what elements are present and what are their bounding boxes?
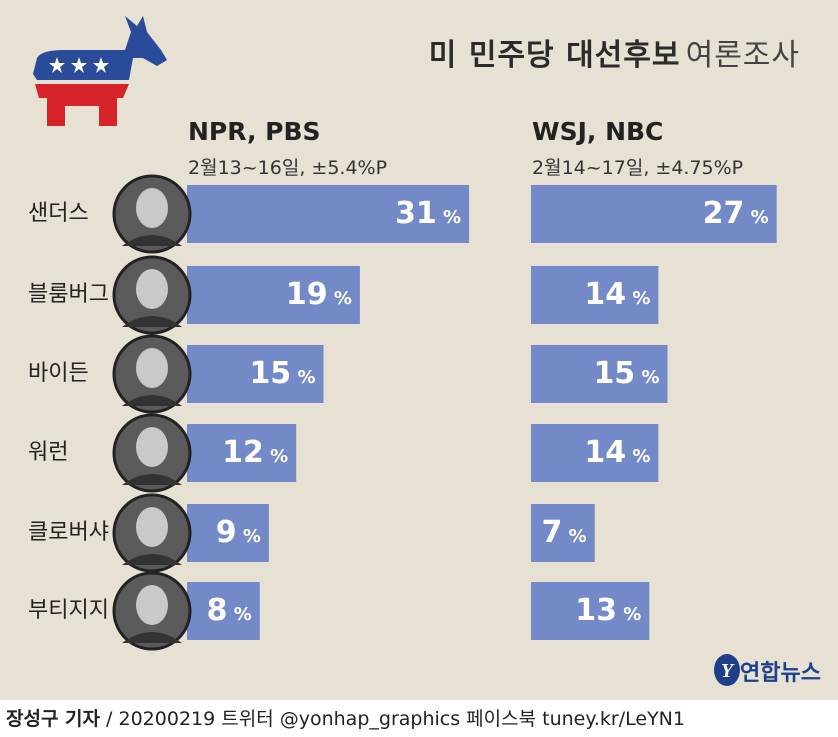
bar-value: 15 <box>249 356 292 391</box>
chart-title: 미 민주당 대선후보 여론조사 <box>280 30 800 74</box>
bar-unit: % <box>562 526 587 547</box>
bar-wsj <box>531 345 668 403</box>
bar-value-label: 14 % <box>548 424 650 482</box>
bar-value-label: 15 % <box>558 345 660 403</box>
bar-unit: % <box>236 526 261 547</box>
bar-npr <box>187 266 360 324</box>
bar-unit: % <box>227 604 252 625</box>
bar-value-label: 15 % <box>214 345 316 403</box>
svg-text:Y: Y <box>721 660 735 682</box>
bar-value-label: 31 % <box>359 185 461 243</box>
candidate-photo-icon <box>112 571 192 651</box>
poll-npr-sub: 2월13~16일, ±5.4%P <box>188 157 388 179</box>
candidate-photo-icon <box>112 255 192 335</box>
reporter-name: 장성구 기자 <box>6 708 101 730</box>
bar-unit: % <box>744 207 769 228</box>
bar-unit: % <box>263 446 289 467</box>
candidate-photo-icon <box>112 493 192 573</box>
poll-wsj-name: WSJ, NBC <box>532 117 664 146</box>
bar-value: 8 <box>206 593 228 628</box>
bar-unit: % <box>327 288 352 309</box>
bar-value: 9 <box>215 515 237 550</box>
poll-npr-name: NPR, PBS <box>188 117 321 146</box>
candidate-photo-icon <box>112 413 192 493</box>
bar-value-label: 13 % <box>539 582 641 640</box>
bar-npr <box>187 424 297 482</box>
bar-value: 13 <box>575 593 617 628</box>
poll-wsj-sub: 2월14~17일, ±4.75%P <box>532 157 744 179</box>
bar-value: 19 <box>285 277 328 312</box>
footer-credit: 장성구 기자 / 20200219 트위터 @yonhap_graphics 페… <box>6 704 685 731</box>
bar-npr <box>187 582 260 640</box>
candidate-photo-icon <box>112 334 192 414</box>
bar-wsj <box>531 185 777 243</box>
bar-npr <box>187 185 470 243</box>
bar-npr <box>187 345 324 403</box>
bar-unit: % <box>291 367 316 388</box>
bar-value: 15 <box>593 356 636 391</box>
bar-value-label: 12 % <box>186 424 288 482</box>
bar-unit: % <box>626 288 651 309</box>
bar-value-label: 27 % <box>667 185 769 243</box>
bar-value: 7 <box>541 515 563 550</box>
candidate-name: 바이든 <box>28 361 89 386</box>
bar-wsj <box>531 424 659 482</box>
bar-value-label: 19 % <box>250 266 352 324</box>
bar-value: 27 <box>702 196 745 231</box>
candidate-name: 워런 <box>28 440 69 465</box>
title-bold: 미 민주당 대선후보 <box>428 38 681 73</box>
bar-value: 31 <box>395 196 437 231</box>
yonhap-logo-text: 연합뉴스 <box>740 661 821 686</box>
bar-wsj <box>531 582 650 640</box>
candidate-name: 클로버샤 <box>28 520 109 545</box>
bar-value: 12 <box>222 435 264 470</box>
bar-value-label: 7 % <box>485 504 587 562</box>
bar-unit: % <box>436 207 462 228</box>
bar-value: 14 <box>584 435 627 470</box>
candidate-photo-icon <box>112 174 192 254</box>
bar-value-label: 14 % <box>548 266 650 324</box>
bar-value-label: 9 % <box>159 504 261 562</box>
bar-wsj <box>531 504 595 562</box>
bar-unit: % <box>616 604 642 625</box>
bar-unit: % <box>635 367 660 388</box>
bar-value: 14 <box>584 277 627 312</box>
yonhap-logo-icon: Y <box>714 654 740 686</box>
democrat-donkey-icon <box>33 16 167 126</box>
candidate-name: 블룸버그 <box>28 282 109 307</box>
candidate-name: 부티지지 <box>28 598 109 623</box>
candidate-name: 샌더스 <box>28 201 89 226</box>
bar-wsj <box>531 266 659 324</box>
footer-source: / 20200219 트위터 @yonhap_graphics 페이스북 tun… <box>100 708 685 730</box>
bar-value-label: 8 % <box>150 582 252 640</box>
bar-npr <box>187 504 269 562</box>
bar-chart <box>187 185 777 640</box>
bar-unit: % <box>626 446 651 467</box>
title-light: 여론조사 <box>685 38 800 73</box>
